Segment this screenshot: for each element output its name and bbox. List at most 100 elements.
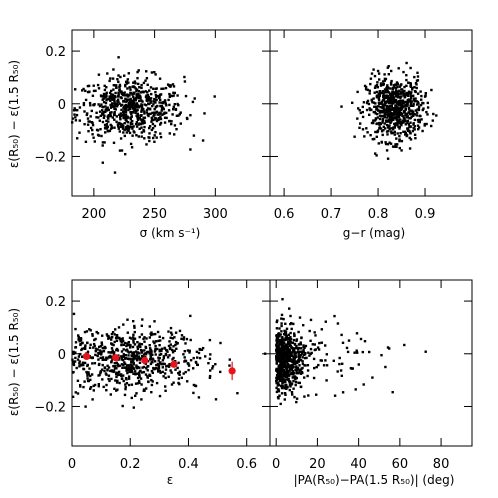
data-point <box>119 339 122 343</box>
data-point <box>147 102 150 105</box>
data-point <box>204 355 207 358</box>
data-point <box>87 373 90 376</box>
data-point <box>213 95 216 98</box>
data-point <box>396 109 400 112</box>
data-point <box>175 128 178 131</box>
data-point <box>401 92 404 95</box>
data-point <box>317 363 320 367</box>
data-point <box>74 108 77 112</box>
data-point <box>300 350 303 353</box>
data-point <box>154 73 157 76</box>
data-point <box>159 116 162 119</box>
data-point <box>167 344 171 348</box>
data-point <box>150 120 153 123</box>
data-point <box>361 105 364 109</box>
data-point <box>211 365 215 368</box>
data-point <box>283 370 286 374</box>
data-point <box>109 354 112 358</box>
data-point <box>412 94 415 97</box>
data-point <box>214 398 218 401</box>
data-point <box>281 354 284 358</box>
data-point <box>140 99 143 102</box>
data-point <box>113 118 116 121</box>
data-point <box>134 122 138 126</box>
data-point <box>76 109 79 112</box>
data-point <box>89 115 92 118</box>
data-point <box>425 110 428 114</box>
data-point <box>396 120 399 123</box>
data-point <box>395 89 398 92</box>
y-tick-label: 0 <box>58 98 66 113</box>
data-point <box>413 90 417 93</box>
data-point <box>126 121 130 124</box>
data-point <box>159 132 162 135</box>
data-point <box>170 120 173 123</box>
data-point <box>176 342 179 345</box>
data-point <box>170 331 173 334</box>
data-point <box>414 97 417 100</box>
data-point <box>359 337 363 341</box>
data-point <box>322 364 326 367</box>
data-point <box>159 353 163 356</box>
data-point <box>325 353 328 356</box>
data-point <box>313 331 316 334</box>
data-point <box>409 82 412 85</box>
data-point <box>386 66 389 69</box>
data-point <box>108 98 111 101</box>
data-point <box>397 103 400 107</box>
data-point <box>145 143 148 146</box>
data-point <box>373 105 376 108</box>
data-point <box>124 362 127 366</box>
data-point <box>127 101 130 105</box>
data-point <box>392 128 395 131</box>
data-point <box>114 91 117 95</box>
x-axis-label-color: g−r (mag) <box>343 226 405 240</box>
data-point <box>85 370 88 374</box>
data-point <box>118 130 121 133</box>
x-tick-label: 0 <box>68 457 76 472</box>
data-point <box>391 106 394 110</box>
data-point <box>295 346 299 350</box>
y-tick-label: −0.2 <box>34 150 66 165</box>
data-point <box>110 338 113 341</box>
data-point <box>128 131 132 135</box>
data-point <box>76 379 80 382</box>
data-point <box>279 358 282 361</box>
data-point <box>121 366 124 369</box>
data-point <box>89 343 92 346</box>
data-point <box>118 102 121 105</box>
data-point <box>289 331 292 335</box>
data-point <box>277 334 280 338</box>
data-point <box>387 101 390 105</box>
data-point <box>315 393 318 396</box>
data-point <box>118 121 121 125</box>
data-point <box>284 383 287 386</box>
data-point <box>411 129 415 133</box>
data-point <box>409 121 412 124</box>
data-point <box>389 95 393 98</box>
data-point <box>160 362 163 366</box>
data-point <box>385 110 388 113</box>
data-point <box>282 356 286 360</box>
y-axis-label-bottom: ε(R₅₀) − ε(1.5 R₅₀) <box>7 308 21 416</box>
data-point <box>109 97 112 100</box>
data-point <box>110 332 114 336</box>
data-point <box>391 90 394 93</box>
data-point <box>396 118 399 122</box>
data-point <box>312 357 316 361</box>
data-point <box>129 88 132 91</box>
data-point <box>376 86 379 89</box>
data-point <box>99 370 103 373</box>
data-point <box>300 370 304 374</box>
data-point <box>406 127 410 130</box>
data-point <box>289 351 292 354</box>
data-point <box>280 342 283 346</box>
data-point <box>403 343 406 347</box>
data-point <box>432 112 435 116</box>
data-point <box>290 322 293 325</box>
data-point <box>162 375 165 378</box>
data-point <box>166 350 169 353</box>
data-point <box>280 392 284 395</box>
data-point <box>122 113 125 116</box>
data-point <box>102 116 106 119</box>
